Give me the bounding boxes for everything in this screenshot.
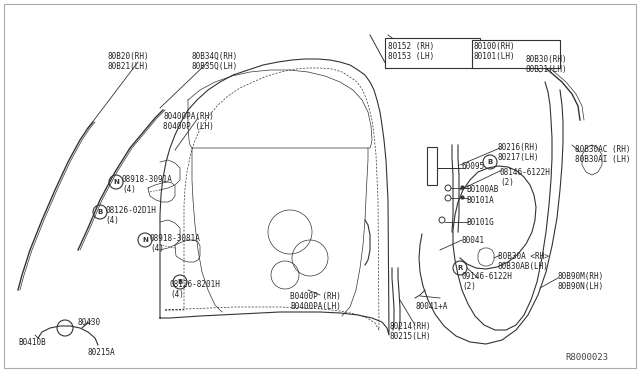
Text: B: B	[97, 209, 102, 215]
Bar	[427, 147, 437, 185]
Text: B0100AB: B0100AB	[466, 185, 499, 194]
Text: 80B20(RH)
80B21(LH): 80B20(RH) 80B21(LH)	[108, 52, 150, 71]
Text: R: R	[458, 265, 463, 271]
Text: 09146-6122H
(2): 09146-6122H (2)	[462, 272, 513, 291]
Text: 80B30AC (RH)
80B30AI (LH): 80B30AC (RH) 80B30AI (LH)	[575, 145, 630, 164]
Text: 08146-6122H
(2): 08146-6122H (2)	[500, 168, 551, 187]
Text: 08126-02D1H
(4): 08126-02D1H (4)	[105, 206, 156, 225]
Text: 80B34Q(RH)
80B35Q(LH): 80B34Q(RH) 80B35Q(LH)	[192, 52, 238, 71]
Text: 80214(RH)
80215(LH): 80214(RH) 80215(LH)	[390, 322, 431, 341]
Text: 08918-3091A
(4): 08918-3091A (4)	[122, 175, 173, 195]
Bar	[472, 40, 560, 68]
Text: N: N	[113, 179, 119, 185]
Text: 80B30(RH)
80B31(LH): 80B30(RH) 80B31(LH)	[525, 55, 566, 74]
Text: B0101A: B0101A	[466, 196, 493, 205]
Text: B: B	[177, 279, 182, 285]
Text: 80400PA(RH)
80400P (LH): 80400PA(RH) 80400P (LH)	[163, 112, 214, 131]
Text: 80216(RH)
80217(LH): 80216(RH) 80217(LH)	[498, 143, 540, 163]
Text: 08126-8201H
(4): 08126-8201H (4)	[170, 280, 221, 299]
Text: 08918-3081A
(4): 08918-3081A (4)	[150, 234, 201, 253]
Text: R8000023: R8000023	[565, 353, 608, 362]
Text: 80B30A <RH>
80B30AB(LH): 80B30A <RH> 80B30AB(LH)	[498, 252, 549, 272]
Text: B0400P (RH)
B0400PA(LH): B0400P (RH) B0400PA(LH)	[290, 292, 341, 311]
Text: B0410B: B0410B	[18, 338, 45, 347]
Text: 80B90M(RH)
80B90N(LH): 80B90M(RH) 80B90N(LH)	[558, 272, 604, 291]
Text: 80152 (RH)
80153 (LH): 80152 (RH) 80153 (LH)	[388, 42, 435, 61]
Text: B0101G: B0101G	[466, 218, 493, 227]
Text: 80041+A: 80041+A	[415, 302, 447, 311]
Text: 80430: 80430	[78, 318, 101, 327]
Text: N: N	[142, 237, 148, 243]
Text: 80041: 80041	[462, 236, 485, 245]
Text: 60095: 60095	[462, 162, 485, 171]
Text: 80100(RH)
80101(LH): 80100(RH) 80101(LH)	[474, 42, 516, 61]
Bar	[385, 38, 480, 68]
Text: B: B	[488, 159, 493, 165]
Text: 80215A: 80215A	[88, 348, 116, 357]
